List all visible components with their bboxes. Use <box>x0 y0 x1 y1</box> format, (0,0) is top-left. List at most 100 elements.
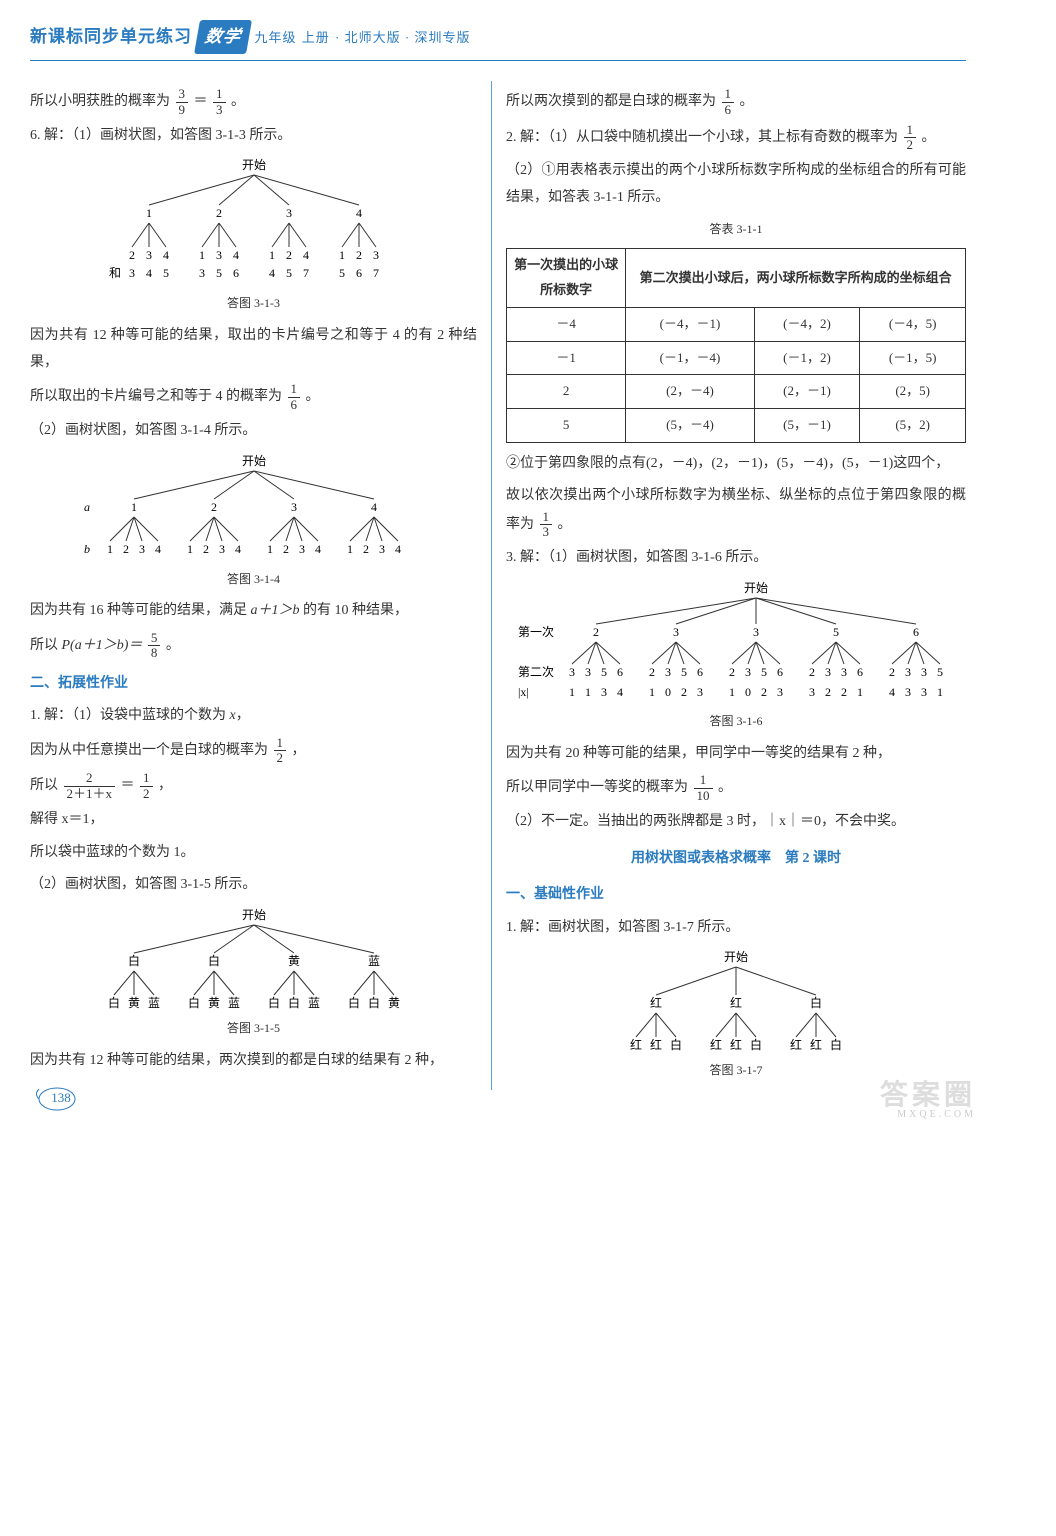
svg-text:红: 红 <box>790 1037 802 1052</box>
subject-badge: 数学 <box>194 20 252 54</box>
svg-text:和: 和 <box>109 266 121 280</box>
svg-text:1: 1 <box>937 685 943 699</box>
text: （2）不一定。当抽出的两张牌都是 3 时，｜x｜＝0，不会中奖。 <box>506 809 966 836</box>
table-row: 2(2，－4)(2，－1)(2，5) <box>507 375 966 409</box>
text: 所以甲同学中一等奖的概率为 110 。 <box>506 773 966 803</box>
tree-diagram-314: 开始 a b 1234 1234 1234 1234 1234 <box>74 451 434 566</box>
text: 因为共有 12 种等可能的结果，取出的卡片编号之和等于 4 的有 2 种结果， <box>30 323 477 376</box>
svg-text:黄: 黄 <box>287 954 299 968</box>
tree-diagram-316: 开始 第一次 第二次 |x| 23356 3356 2356 2356 2336… <box>506 578 966 708</box>
two-column-layout: 所以小明获胜的概率为 39 ＝ 13 。 6. 解：（1）画树状图，如答图 3-… <box>30 81 966 1090</box>
svg-text:2: 2 <box>211 500 217 514</box>
caption: 答图 3-1-4 <box>30 568 477 591</box>
text: 因为共有 12 种等可能的结果，两次摸到的都是白球的结果有 2 种， <box>30 1048 477 1075</box>
svg-text:红: 红 <box>810 1037 822 1052</box>
volume: 上册 <box>302 30 330 45</box>
svg-text:3: 3 <box>139 542 145 556</box>
svg-text:白: 白 <box>750 1037 762 1052</box>
svg-text:白: 白 <box>187 995 199 1010</box>
svg-text:2: 2 <box>203 542 209 556</box>
svg-text:1: 1 <box>267 542 273 556</box>
text: 因为共有 20 种等可能的结果，甲同学中一等奖的结果有 2 种， <box>506 741 966 768</box>
svg-text:3: 3 <box>777 685 783 699</box>
left-column: 所以小明获胜的概率为 39 ＝ 13 。 6. 解：（1）画树状图，如答图 3-… <box>30 81 492 1090</box>
svg-text:4: 4 <box>356 206 362 220</box>
svg-text:3: 3 <box>146 248 152 262</box>
svg-text:1: 1 <box>585 685 591 699</box>
svg-text:黄: 黄 <box>387 996 399 1010</box>
text: （2）①用表格表示摸出的两个小球所标数字所构成的坐标组合的所有可能结果，如答表 … <box>506 158 966 211</box>
svg-text:2: 2 <box>356 248 362 262</box>
svg-text:4: 4 <box>163 248 169 262</box>
svg-text:3: 3 <box>905 665 911 679</box>
caption: 答图 3-1-6 <box>506 710 966 733</box>
svg-text:白: 白 <box>107 995 119 1010</box>
svg-text:6: 6 <box>913 625 919 639</box>
svg-text:3: 3 <box>585 665 591 679</box>
tree-diagram-315: 开始 白白黄蓝 白黄蓝 白黄蓝 白白蓝 白白黄 <box>74 905 434 1015</box>
svg-text:3: 3 <box>905 685 911 699</box>
svg-text:6: 6 <box>697 665 703 679</box>
svg-text:蓝: 蓝 <box>147 996 159 1010</box>
svg-text:2: 2 <box>729 665 735 679</box>
lesson-title: 用树状图或表格求概率 第 2 课时 <box>506 846 966 873</box>
text: 所以小明获胜的概率为 39 ＝ 13 。 <box>30 87 477 117</box>
svg-text:白: 白 <box>127 953 139 968</box>
grade: 九年级 <box>255 30 297 45</box>
svg-text:4: 4 <box>303 248 309 262</box>
svg-text:1: 1 <box>199 248 205 262</box>
svg-text:第一次: 第一次 <box>518 625 554 639</box>
svg-text:黄: 黄 <box>207 996 219 1010</box>
th: 第一次摸出的小球所标数字 <box>507 249 626 307</box>
svg-text:白: 白 <box>207 953 219 968</box>
svg-text:1: 1 <box>131 500 137 514</box>
svg-text:3: 3 <box>665 665 671 679</box>
svg-text:3: 3 <box>921 665 927 679</box>
svg-text:白: 白 <box>287 995 299 1010</box>
svg-text:2: 2 <box>123 542 129 556</box>
svg-text:4: 4 <box>235 542 241 556</box>
brand: 新课标同步单元练习 <box>30 27 192 46</box>
svg-text:开始: 开始 <box>744 581 768 595</box>
svg-text:5: 5 <box>761 665 767 679</box>
svg-text:6: 6 <box>233 266 239 280</box>
svg-text:蓝: 蓝 <box>307 996 319 1010</box>
svg-text:开始: 开始 <box>241 158 265 172</box>
svg-text:5: 5 <box>937 665 943 679</box>
svg-text:2: 2 <box>889 665 895 679</box>
coord-table: 第一次摸出的小球所标数字 第二次摸出小球后，两小球所标数字所构成的坐标组合 －4… <box>506 248 966 442</box>
svg-text:2: 2 <box>593 625 599 639</box>
svg-text:4: 4 <box>371 500 377 514</box>
svg-text:4: 4 <box>395 542 401 556</box>
svg-text:红: 红 <box>730 995 742 1010</box>
svg-text:0: 0 <box>745 685 751 699</box>
svg-text:白: 白 <box>367 995 379 1010</box>
table-row: －4(－4，－1)(－4，2)(－4，5) <box>507 307 966 341</box>
svg-text:3: 3 <box>199 266 205 280</box>
text: 2. 解：（1）从口袋中随机摸出一个小球，其上标有奇数的概率为 12 。 <box>506 123 966 153</box>
svg-text:3: 3 <box>753 625 759 639</box>
caption: 答图 3-1-5 <box>30 1017 477 1040</box>
svg-text:白: 白 <box>830 1037 842 1052</box>
svg-text:2: 2 <box>761 685 767 699</box>
svg-text:蓝: 蓝 <box>227 996 239 1010</box>
svg-text:白: 白 <box>267 995 279 1010</box>
svg-text:白: 白 <box>670 1037 682 1052</box>
svg-text:3: 3 <box>809 685 815 699</box>
tree-diagram-313: 开始 1 2 3 4 234 134 124 123 和 345 356 457… <box>94 155 414 290</box>
text: （2）画树状图，如答图 3-1-5 所示。 <box>30 872 477 899</box>
svg-text:5: 5 <box>601 665 607 679</box>
svg-text:7: 7 <box>373 266 379 280</box>
edition: · 北师大版 · 深圳专版 <box>335 30 470 45</box>
right-column: 所以两次摸到的都是白球的概率为 16 。 2. 解：（1）从口袋中随机摸出一个小… <box>492 81 966 1090</box>
svg-text:3: 3 <box>921 685 927 699</box>
svg-text:4: 4 <box>155 542 161 556</box>
svg-text:3: 3 <box>286 206 292 220</box>
svg-text:3: 3 <box>673 625 679 639</box>
svg-text:4: 4 <box>315 542 321 556</box>
svg-text:红: 红 <box>650 995 662 1010</box>
svg-text:3: 3 <box>841 665 847 679</box>
svg-text:2: 2 <box>283 542 289 556</box>
svg-text:1: 1 <box>569 685 575 699</box>
text: ②位于第四象限的点有(2，－4)，(2，－1)，(5，－4)，(5，－1)这四个… <box>506 451 966 478</box>
